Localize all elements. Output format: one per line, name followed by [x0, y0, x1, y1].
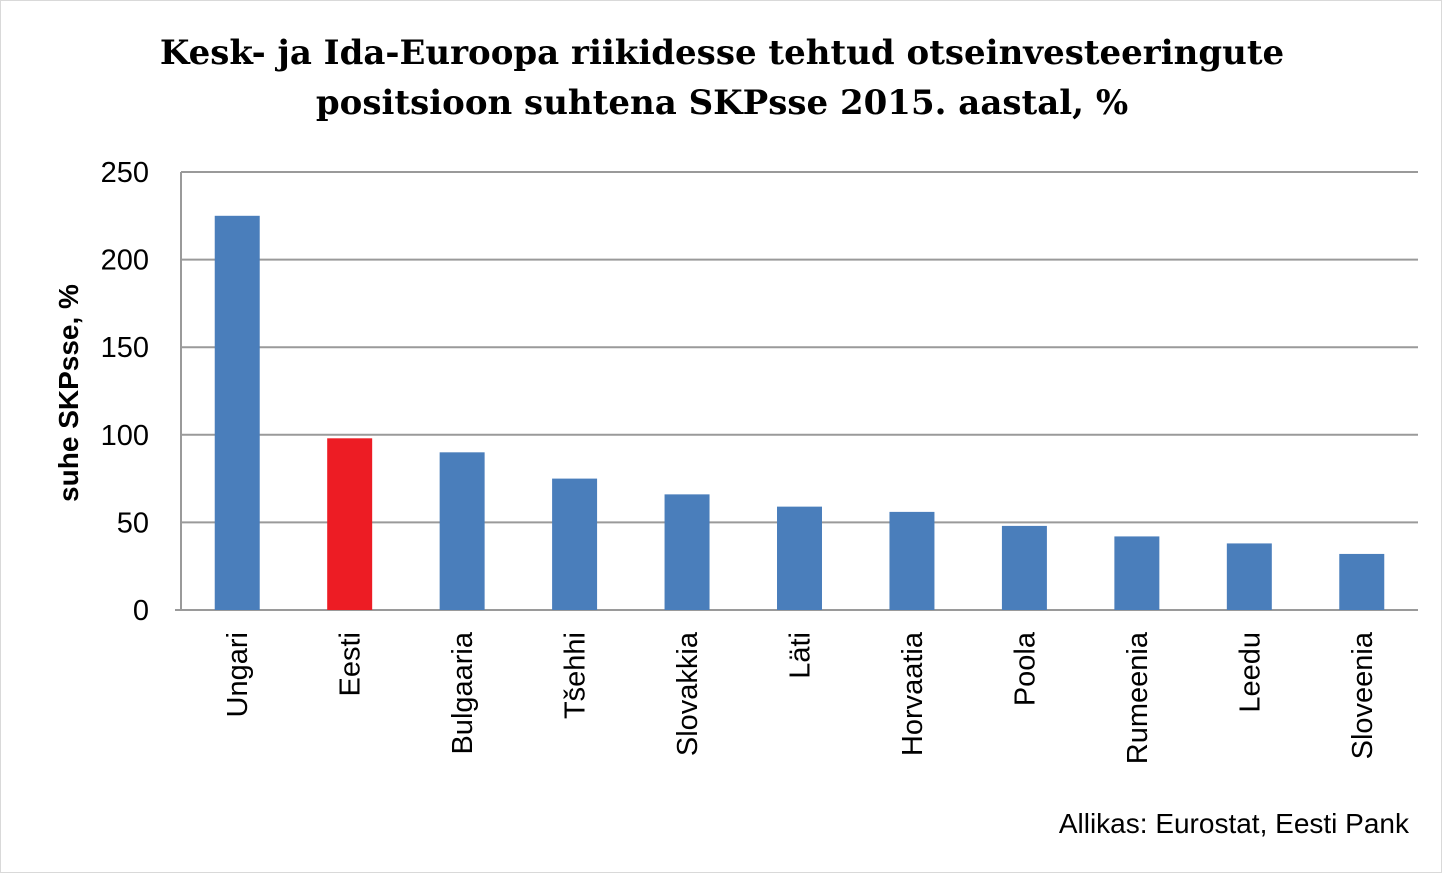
y-tick-label-0: 0 [133, 595, 149, 627]
bar-bulgaaria [439, 452, 485, 610]
bar-läti [777, 506, 822, 610]
x-category-label-tšehhi: Tšehhi [560, 632, 592, 719]
x-category-label-leedu: Leedu [1234, 632, 1266, 713]
bar-horvaatia [889, 511, 935, 610]
x-category-label-läti: Läti [785, 632, 817, 679]
source-note: Allikas: Eurostat, Eesti Pank [1059, 808, 1410, 839]
x-category-label-horvaatia: Horvaatia [897, 631, 929, 756]
bar-poola [1001, 525, 1047, 610]
gridlines [181, 171, 1418, 524]
bar-leedu [1226, 543, 1272, 610]
y-tick-label-250: 250 [101, 157, 149, 189]
bar-tšehhi [552, 478, 598, 610]
y-tick-label-100: 100 [101, 420, 149, 452]
chart-title-line-1: Kesk- ja Ida-Euroopa riikidesse tehtud o… [160, 33, 1284, 73]
x-category-label-slovakkia: Slovakkia [672, 631, 704, 756]
x-category-label-eesti: Eesti [335, 632, 367, 696]
x-category-label-sloveenia: Sloveenia [1347, 631, 1379, 759]
x-category-label-bulgaaria: Bulgaaria [447, 631, 479, 754]
bar-slovakkia [664, 494, 710, 610]
y-tick-labels: 0 50 100 150 200 250 [101, 157, 149, 627]
chart-title-line-2: positsioon suhtena SKPsse 2015. aastal, … [316, 83, 1128, 123]
x-category-labels: Ungari Eesti Bulgaaria Tšehhi Slovakkia Läti H… [222, 631, 1379, 764]
bar-ungari [214, 215, 260, 611]
bars [214, 215, 1385, 611]
bar-rumeenia [1114, 536, 1160, 610]
x-category-label-ungari: Ungari [222, 632, 254, 717]
y-axis-label: suhe SKPsse, % [53, 284, 84, 502]
x-category-label-poola: Poola [1009, 631, 1041, 706]
y-tick-label-200: 200 [101, 245, 149, 277]
y-tick-label-150: 150 [101, 332, 149, 364]
bar-sloveenia [1339, 553, 1385, 610]
y-tick-label-50: 50 [117, 507, 149, 539]
x-category-label-rumeenia: Rumeenia [1122, 631, 1154, 764]
bar-eesti [327, 438, 373, 610]
